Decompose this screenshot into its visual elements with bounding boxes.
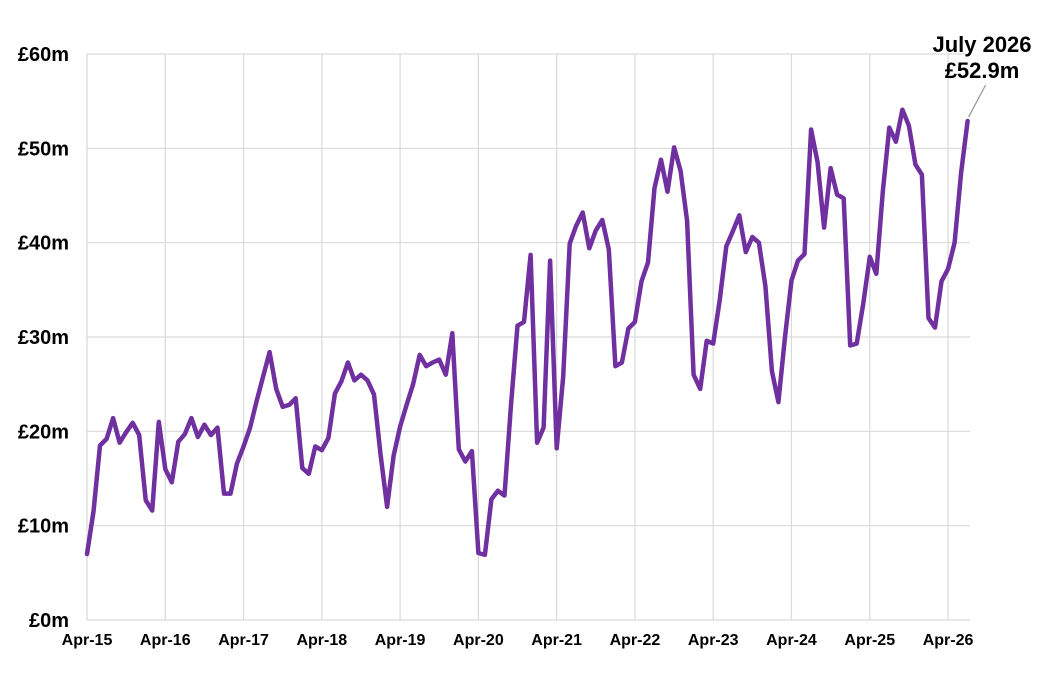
annotation-label-value: £52.9m [945,58,1020,83]
y-tick-label: £50m [18,138,69,160]
x-tick-label: Apr-24 [766,632,817,649]
series-layer [84,107,970,558]
y-tick-label: £40m [18,233,69,255]
x-tick-label: Apr-16 [140,632,191,649]
annotation-leader-line [968,84,987,118]
x-tick-label: Apr-21 [531,632,582,649]
y-tick-label: £60m [18,44,69,66]
x-tick-label: Apr-18 [296,632,347,649]
x-tick-label: Apr-17 [218,632,269,649]
series-line [84,107,970,558]
x-tick-label: Apr-26 [923,632,974,649]
y-tick-label: £0m [29,610,69,632]
annotation-layer: July 2026 £52.9m [932,32,1032,118]
y-tick-label: £20m [18,421,69,443]
x-tick-label: Apr-20 [453,632,504,649]
annotation-label-date: July 2026 [932,32,1031,57]
x-tick-label: Apr-23 [688,632,739,649]
x-tick-label: Apr-25 [844,632,895,649]
y-tick-label: £10m [18,516,69,538]
x-tick-label: Apr-15 [62,632,113,649]
y-axis-tick-labels: £0m £10m £20m £30m £40m £50m £60m [18,44,69,632]
x-axis-tick-labels: Apr-15 Apr-16 Apr-17 Apr-18 Apr-19 Apr-20 Apr-… [62,632,974,649]
gridlines [86,53,970,621]
y-tick-label: £30m [18,327,69,349]
x-tick-label: Apr-19 [375,632,426,649]
x-tick-label: Apr-22 [610,632,661,649]
